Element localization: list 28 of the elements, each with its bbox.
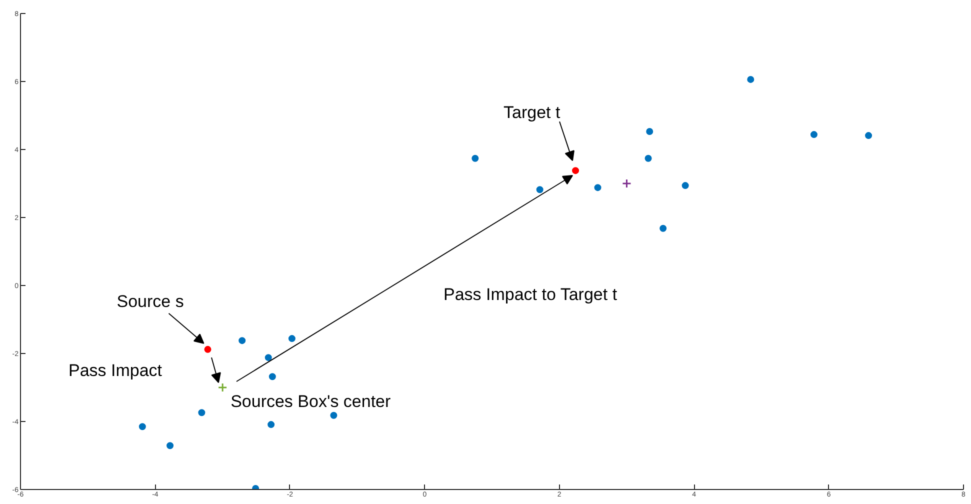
point [594, 184, 602, 192]
point [810, 131, 818, 138]
annotation: Pass Impact to Target t [444, 285, 618, 304]
annotation: Pass Impact [68, 361, 162, 380]
annotation: Sources Box's center [230, 392, 392, 411]
point [536, 186, 544, 194]
point [268, 373, 276, 380]
point [288, 335, 296, 342]
point [238, 337, 246, 344]
point [660, 224, 667, 232]
point [264, 354, 272, 362]
annotation: Target t [504, 103, 560, 122]
point [472, 154, 479, 162]
point [622, 178, 632, 188]
point [204, 346, 212, 353]
annotation: Source s [116, 292, 184, 311]
point [644, 154, 652, 162]
point [166, 442, 174, 450]
point [268, 421, 275, 428]
point [572, 167, 580, 174]
point [747, 76, 754, 83]
point [865, 132, 872, 140]
point [218, 382, 228, 392]
point [138, 423, 146, 430]
point [646, 128, 654, 135]
point [198, 409, 206, 416]
point [682, 182, 689, 190]
point [330, 412, 338, 419]
